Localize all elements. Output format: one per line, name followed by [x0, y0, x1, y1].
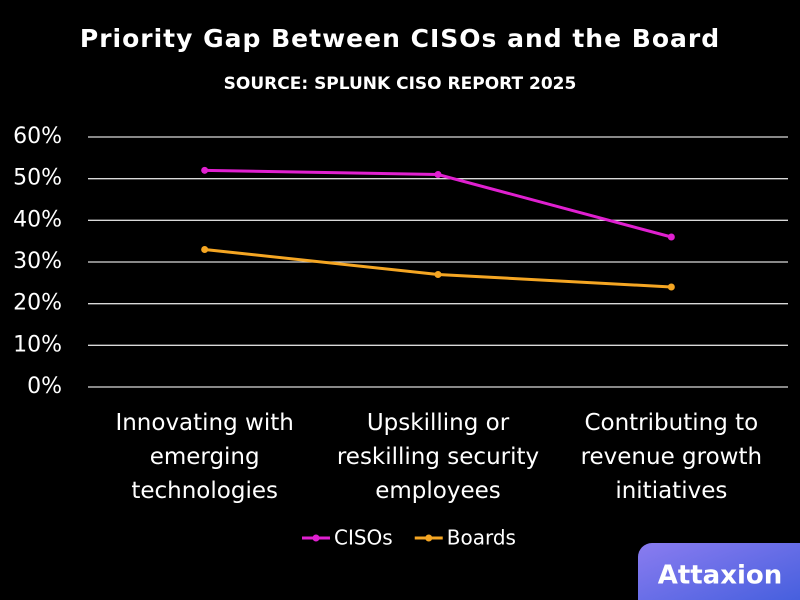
y-tick-label: 60% [13, 124, 62, 149]
data-point [201, 246, 209, 253]
logo-box [638, 543, 800, 600]
y-tick-label: 50% [13, 166, 62, 191]
x-tick-label: Upskilling or reskilling security employ… [336, 410, 540, 504]
series-line [204, 248, 672, 289]
x-tick-label: Contributing to revenue growth initiativ… [580, 410, 763, 504]
data-point [667, 233, 675, 241]
legend-marker [312, 534, 320, 542]
y-tick-label: 20% [13, 291, 62, 316]
y-tick-label: 30% [13, 249, 62, 274]
chart-title: Priority Gap Between CISOs and the Board [80, 24, 720, 53]
series-line [204, 168, 672, 239]
legend-label: Boards [447, 526, 516, 550]
y-tick-label: 10% [13, 332, 62, 357]
data-point [434, 171, 442, 178]
data-point [201, 166, 209, 174]
legend-marker [425, 534, 433, 542]
data-point [434, 271, 442, 278]
legend-label: CISOs [334, 526, 393, 550]
data-point [667, 283, 675, 291]
chart-subtitle: SOURCE: SPLUNK CISO REPORT 2025 [224, 74, 577, 94]
x-tick-label: Innovating with emerging technologies [115, 410, 294, 504]
y-tick-label: 0% [27, 374, 62, 399]
logo: Attaxion [658, 561, 783, 591]
y-tick-label: 40% [13, 207, 62, 232]
